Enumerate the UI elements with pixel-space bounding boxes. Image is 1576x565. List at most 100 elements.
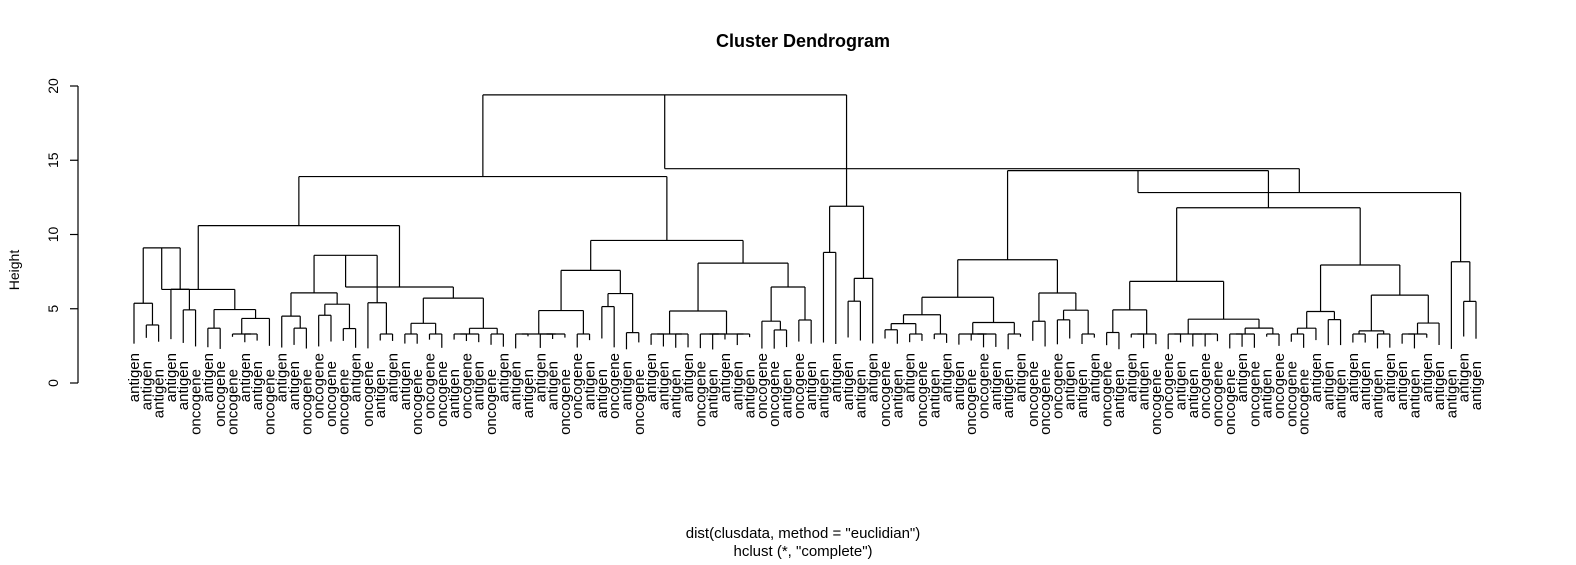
- leaf-label: antigen: [138, 361, 155, 410]
- leaf-label: antigen: [1443, 369, 1460, 418]
- leaf-label: oncogene: [1283, 361, 1300, 427]
- leaf-label: oncogene: [483, 369, 500, 435]
- leaf-label: antigen: [1012, 353, 1029, 402]
- leaf-label: antigen: [1320, 361, 1337, 410]
- leaf-label: oncogene: [1246, 361, 1263, 427]
- leaf-label: oncogene: [569, 353, 586, 419]
- leaf-label: antigen: [397, 361, 414, 410]
- leaf-label: oncogene: [766, 361, 783, 427]
- leaf-label: oncogene: [1197, 353, 1214, 419]
- leaf-label: oncogene: [261, 369, 278, 435]
- leaf-label: antigen: [717, 353, 734, 402]
- leaf-label: antigen: [803, 361, 820, 410]
- leaf-label: oncogene: [323, 361, 340, 427]
- leaf-label: antigen: [1370, 369, 1387, 418]
- leaf-label: antigen: [779, 369, 796, 418]
- leaf-label: oncogene: [606, 353, 623, 419]
- leaf-label: oncogene: [458, 353, 475, 419]
- leaf-label: oncogene: [1025, 361, 1042, 427]
- leaf-label: antigen: [840, 361, 857, 410]
- leaf-label: oncogene: [409, 369, 426, 435]
- leaf-label: antigen: [495, 353, 512, 402]
- leaf-label: oncogene: [1296, 369, 1313, 435]
- leaf-label: antigen: [151, 369, 168, 418]
- leaf-label: antigen: [852, 369, 869, 418]
- leaf-label: oncogene: [1271, 353, 1288, 419]
- leaf-label: antigen: [348, 353, 365, 402]
- leaf-label: oncogene: [1209, 361, 1226, 427]
- leaf-label: oncogene: [631, 369, 648, 435]
- leaf-label: antigen: [175, 361, 192, 410]
- leaf-label: oncogene: [224, 369, 241, 435]
- leaf-label: antigen: [237, 353, 254, 402]
- method-sublabel: hclust (*, "complete"): [733, 543, 872, 560]
- leaf-labels: antigenantigenantigenantigenantigenoncog…: [126, 353, 1485, 435]
- leaf-label: antigen: [828, 353, 845, 402]
- leaf-label: antigen: [939, 353, 956, 402]
- leaf-label: antigen: [865, 353, 882, 402]
- y-tick-label: 5: [45, 305, 61, 313]
- leaf-label: antigen: [1074, 369, 1091, 418]
- leaf-label: antigen: [532, 353, 549, 402]
- leaf-label: oncogene: [557, 369, 574, 435]
- leaf-label: antigen: [274, 353, 291, 402]
- y-axis-label: Height: [6, 250, 22, 291]
- leaf-label: oncogene: [914, 361, 931, 427]
- leaf-label: antigen: [1123, 353, 1140, 402]
- leaf-label: antigen: [988, 361, 1005, 410]
- leaf-label: antigen: [385, 353, 402, 402]
- leaf-label: antigen: [163, 353, 180, 402]
- leaf-label: oncogene: [188, 369, 205, 435]
- leaf-label: oncogene: [421, 353, 438, 419]
- leaf-label: antigen: [1086, 353, 1103, 402]
- y-tick-label: 20: [45, 78, 61, 94]
- leaf-label: antigen: [520, 369, 537, 418]
- leaf-label: antigen: [1468, 361, 1485, 410]
- leaf-label: antigen: [1259, 369, 1276, 418]
- leaf-label: antigen: [705, 369, 722, 418]
- leaf-label: oncogene: [976, 353, 993, 419]
- leaf-label: antigen: [815, 369, 832, 418]
- y-tick-label: 0: [45, 379, 61, 387]
- leaf-label: antigen: [508, 361, 525, 410]
- leaf-label: antigen: [729, 361, 746, 410]
- leaf-label: oncogene: [1222, 369, 1239, 435]
- y-axis: 0 5 10 15 20: [45, 78, 79, 387]
- leaf-label: antigen: [742, 369, 759, 418]
- leaf-label: antigen: [1357, 361, 1374, 410]
- leaf-label: oncogene: [298, 369, 315, 435]
- leaf-label: oncogene: [360, 361, 377, 427]
- leaf-label: antigen: [1062, 361, 1079, 410]
- leaf-label: oncogene: [434, 361, 451, 427]
- leaf-label: antigen: [1173, 361, 1190, 410]
- leaf-label: oncogene: [1099, 361, 1116, 427]
- leaf-label: antigen: [1136, 361, 1153, 410]
- leaf-label: oncogene: [791, 353, 808, 419]
- chart-title: Cluster Dendrogram: [716, 31, 890, 51]
- leaf-label: antigen: [545, 361, 562, 410]
- leaf-label: antigen: [249, 361, 266, 410]
- y-tick-label: 15: [45, 152, 61, 168]
- leaf-label: antigen: [471, 361, 488, 410]
- leaf-label: antigen: [1382, 353, 1399, 402]
- leaf-label: antigen: [926, 369, 943, 418]
- leaf-label: antigen: [446, 369, 463, 418]
- leaf-label: antigen: [582, 361, 599, 410]
- dendrogram-tree: [133, 94, 1477, 350]
- leaf-label: antigen: [655, 361, 672, 410]
- leaf-label: oncogene: [311, 353, 328, 419]
- leaf-label: antigen: [680, 353, 697, 402]
- leaf-label: oncogene: [1160, 353, 1177, 419]
- leaf-label: antigen: [951, 361, 968, 410]
- leaf-label: antigen: [1333, 369, 1350, 418]
- leaf-label: antigen: [643, 353, 660, 402]
- leaf-label: antigen: [372, 369, 389, 418]
- leaf-label: oncogene: [963, 369, 980, 435]
- leaf-label: oncogene: [877, 361, 894, 427]
- leaf-label: antigen: [1394, 361, 1411, 410]
- leaf-label: antigen: [1308, 353, 1325, 402]
- leaf-label: antigen: [286, 361, 303, 410]
- leaf-label: antigen: [889, 369, 906, 418]
- leaf-label: antigen: [200, 353, 217, 402]
